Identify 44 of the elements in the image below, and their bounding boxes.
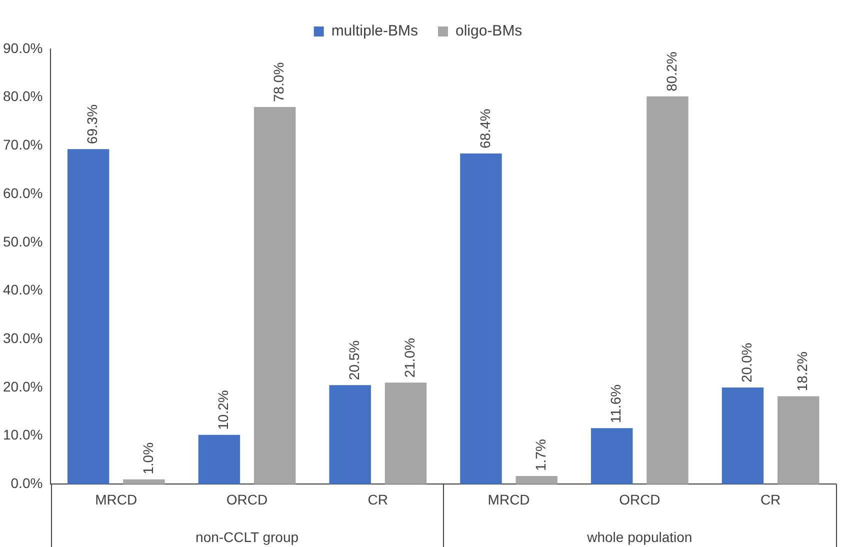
bar	[722, 387, 764, 484]
x-tick-label: CR	[368, 491, 388, 508]
x-tick-label: CR	[760, 491, 781, 508]
x-tick-label: ORCD	[226, 491, 268, 508]
bar	[123, 479, 165, 484]
text: whole population	[586, 528, 692, 545]
y-tick-label: 40.0%	[2, 282, 43, 298]
x-tick-label: MRCD	[95, 491, 138, 508]
data-label: 18.2%	[794, 351, 810, 392]
data-label: 69.3%	[84, 104, 100, 144]
legend-label: multiple-BMs	[331, 22, 418, 40]
data-label: 21.0%	[402, 338, 418, 378]
bar	[516, 476, 558, 484]
bar	[329, 385, 371, 484]
y-tick-label: 80.0%	[2, 88, 43, 104]
data-label: 1.7%	[532, 439, 548, 471]
y-tick-label: 0.0%	[10, 475, 43, 492]
y-tick-label: 30.0%	[2, 330, 43, 346]
y-tick-label: 20.0%	[2, 378, 43, 394]
data-label: 78.0%	[270, 62, 287, 102]
x-tick-label: MRCD	[488, 491, 530, 508]
bar	[646, 96, 688, 484]
bar	[778, 396, 820, 484]
y-tick-label: 60.0%	[2, 184, 43, 201]
bar	[460, 153, 502, 484]
y-tick-label: 90.0%	[2, 40, 43, 56]
y-tick-label: 50.0%	[2, 233, 43, 250]
data-label: 10.2%	[215, 390, 232, 430]
data-label: 11.6%	[608, 384, 624, 424]
bar	[591, 428, 633, 484]
bar	[67, 149, 110, 484]
text: non-CCLT group	[196, 528, 299, 545]
y-tick-label: 70.0%	[2, 136, 43, 153]
x-tick-label: ORCD	[619, 491, 660, 508]
data-label: 80.2%	[663, 52, 680, 92]
bar	[254, 107, 296, 484]
bar	[198, 434, 240, 484]
data-label: 68.4%	[476, 108, 493, 148]
y-tick-label: 10.0%	[2, 426, 43, 443]
bar	[384, 382, 427, 484]
legend-label: oligo-BMs	[456, 22, 522, 40]
data-label: 20.5%	[346, 340, 362, 380]
data-label: 20.0%	[738, 342, 755, 382]
data-label: 1.0%	[140, 442, 156, 474]
